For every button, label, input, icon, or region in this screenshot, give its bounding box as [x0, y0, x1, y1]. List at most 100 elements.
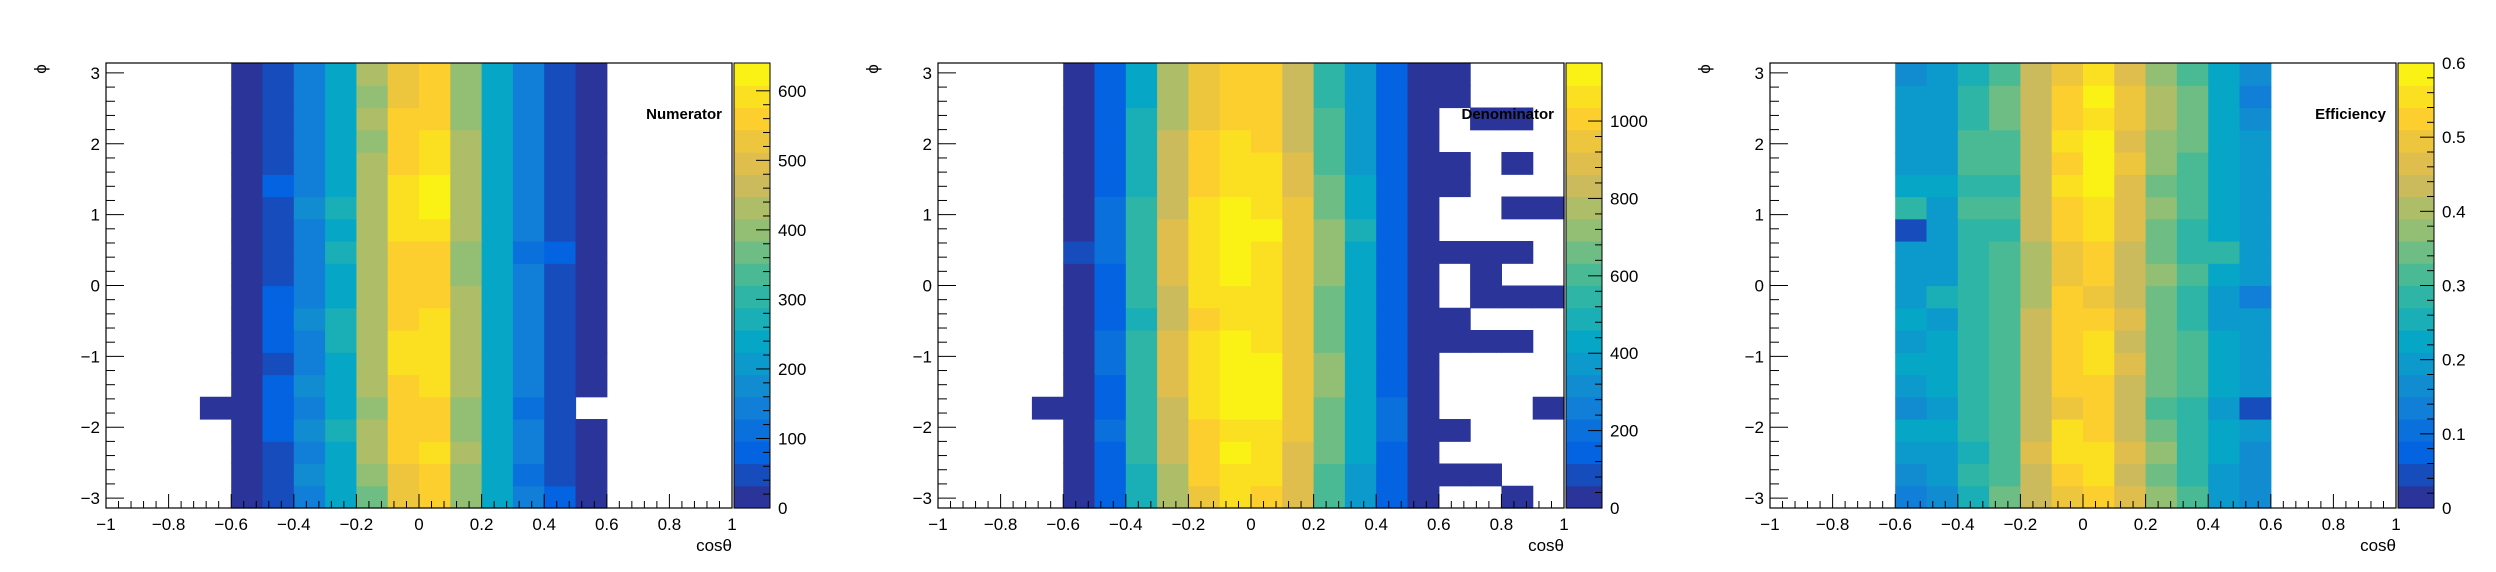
heatmap-cell: [512, 419, 545, 442]
heatmap-cell: [2114, 85, 2147, 109]
heatmap-cell: [1989, 196, 2021, 220]
heatmap-cell: [2208, 374, 2241, 398]
heatmap-cell: [1219, 419, 1252, 442]
heatmap-cell: [231, 352, 264, 376]
heatmap-cell: [2020, 174, 2053, 198]
heatmap-cell: [1895, 485, 1928, 509]
color-bar-segment: [1566, 85, 1602, 109]
heatmap-cell: [325, 152, 357, 175]
heatmap-cell: [1501, 485, 1534, 509]
color-bar-segment: [734, 374, 770, 398]
heatmap-cell: [2020, 396, 2053, 420]
heatmap-cell: [575, 285, 608, 309]
color-bar-segment: [1566, 441, 1602, 465]
heatmap-cell: [262, 330, 295, 353]
heatmap-cell: [1501, 196, 1534, 220]
heatmap-cell: [387, 419, 420, 442]
heatmap-cell: [2239, 441, 2272, 465]
heatmap-cell: [1895, 107, 1928, 131]
heatmap-cell: [2051, 396, 2084, 420]
heatmap-cell: [1957, 419, 1990, 442]
heatmap-cell: [231, 152, 264, 175]
heatmap-cell: [325, 485, 357, 509]
heatmap-cell: [1125, 129, 1158, 153]
heatmap-cell: [1219, 174, 1252, 198]
heatmap-cell: [1926, 63, 1959, 86]
heatmap-cell: [2051, 263, 2084, 287]
heatmap-cell: [575, 241, 608, 264]
heatmap-cell: [2145, 419, 2178, 442]
heatmap-cell: [356, 330, 389, 353]
heatmap-cell: [1219, 330, 1252, 353]
y-tick-label: −3: [913, 489, 932, 508]
x-tick-label: −0.4: [277, 515, 311, 534]
color-bar-segment: [734, 419, 770, 442]
heatmap-cell: [1926, 374, 1959, 398]
heatmap-cell: [1282, 218, 1315, 242]
heatmap-cell: [1957, 107, 1990, 131]
heatmap-cell: [1125, 218, 1158, 242]
heatmap-cell: [1376, 285, 1409, 309]
heatmap-cell: [1313, 419, 1346, 442]
heatmap-cell: [1063, 85, 1096, 109]
color-bar-tick-label: 0.4: [2442, 202, 2466, 221]
y-tick-label: 1: [923, 206, 932, 225]
heatmap-cell: [1926, 218, 1959, 242]
heatmap-cell: [1344, 330, 1377, 353]
heatmap-cell: [2145, 374, 2178, 398]
x-tick-label: −0.8: [152, 515, 186, 534]
heatmap-cell: [2208, 285, 2241, 309]
heatmap-cell: [1344, 463, 1377, 487]
heatmap-cell: [1895, 129, 1928, 153]
color-bar-tick-label: 200: [1610, 422, 1638, 441]
heatmap-cell: [544, 152, 577, 175]
heatmap-cell: [544, 441, 577, 465]
heatmap-cell: [2145, 85, 2178, 109]
color-bar-segment: [1566, 152, 1602, 175]
heatmap-cell: [450, 85, 483, 109]
heatmap-cell: [2051, 463, 2084, 487]
heatmap-cell: [2020, 352, 2053, 376]
heatmap-cell: [231, 241, 264, 264]
heatmap-cell: [262, 107, 295, 131]
heatmap-cell: [356, 485, 389, 509]
heatmap-cell: [1313, 441, 1346, 465]
heatmap-cell: [356, 352, 389, 376]
heatmap-cell: [293, 174, 326, 198]
heatmap-cell: [325, 285, 357, 309]
color-bar-segment: [734, 63, 770, 86]
heatmap-cell: [2083, 63, 2115, 86]
heatmap-cell: [1063, 307, 1096, 331]
heatmap-cell: [1188, 352, 1221, 376]
color-bar-segment: [734, 129, 770, 153]
heatmap-cell: [2176, 129, 2209, 153]
heatmap-cell: [1094, 263, 1127, 287]
y-tick-label: −2: [913, 418, 932, 437]
color-bar-segment: [2398, 307, 2434, 331]
heatmap-cell: [2208, 307, 2241, 331]
heatmap-cell: [1157, 485, 1189, 509]
heatmap-cell: [387, 218, 420, 242]
heatmap-cell: [1063, 463, 1096, 487]
heatmap-cell: [575, 152, 608, 175]
heatmap-cell: [2114, 419, 2147, 442]
heatmap-cell: [1251, 485, 1283, 509]
color-bar-tick-label: 400: [778, 221, 806, 240]
heatmap-cell: [1407, 307, 1440, 331]
heatmap-cell: [1157, 463, 1189, 487]
heatmap-cell: [1313, 463, 1346, 487]
x-tick-label: 0.2: [1302, 515, 1326, 534]
heatmap-cell: [481, 85, 514, 109]
x-tick-label: −0.6: [1046, 515, 1080, 534]
heatmap-cell: [293, 196, 326, 220]
heatmap-cell: [1157, 396, 1189, 420]
heatmap-cell: [2020, 285, 2053, 309]
heatmap-cell: [481, 63, 514, 86]
heatmap-cell: [1282, 374, 1315, 398]
heatmap-cell: [262, 285, 295, 309]
color-bar-segment: [2398, 107, 2434, 131]
heatmap-cell: [2083, 196, 2115, 220]
heatmap-cell: [2176, 241, 2209, 264]
heatmap-cell: [2239, 63, 2272, 86]
y-tick-label: 2: [923, 135, 932, 154]
